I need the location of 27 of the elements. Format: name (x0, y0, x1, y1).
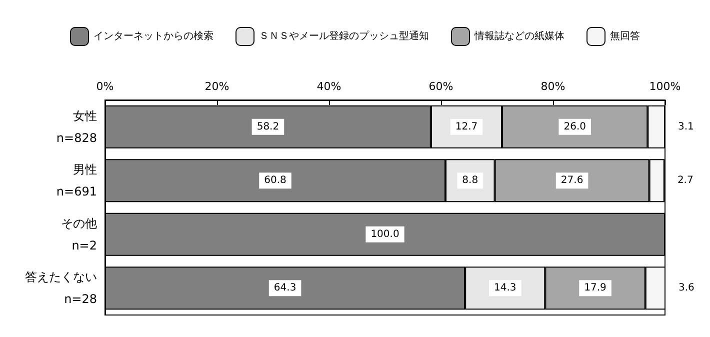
data-label: 8.8 (462, 175, 478, 186)
data-label: 17.9 (584, 282, 606, 294)
data-label: 60.8 (264, 175, 286, 186)
legend-label: 無回答 (610, 30, 640, 42)
legend-label: 情報誌などの紙媒体 (474, 30, 564, 42)
data-label: 27.6 (560, 175, 584, 186)
data-label: 14.3 (494, 282, 516, 294)
data-label: 12.7 (455, 121, 478, 132)
x-tick-label: 20% (204, 80, 230, 93)
data-label: 2.7 (677, 175, 694, 186)
x-tick-label: 80% (540, 80, 566, 93)
y-tick-label: その他 n=2 (61, 216, 97, 252)
data-label: 100.0 (370, 228, 400, 240)
legend-label: インターネットからの検索 (94, 30, 214, 42)
data-label: 58.2 (256, 121, 280, 132)
x-tick-label: 0% (96, 80, 114, 93)
y-tick-label: 答えたくない n=28 (25, 270, 97, 306)
legend-label: ＳＮＳやメール登録のプッシュ型通知 (259, 30, 429, 42)
data-label: 3.1 (678, 121, 694, 132)
x-tick-label: 40% (316, 80, 342, 93)
data-label: 64.3 (274, 282, 296, 294)
data-label: 26.0 (564, 121, 586, 132)
data-label: 3.6 (678, 282, 694, 294)
y-tick-label: 女性 n=828 (56, 108, 97, 145)
x-tick-label: 100% (649, 80, 681, 93)
y-tick-label: 男性 n=691 (56, 162, 97, 199)
x-tick-label: 60% (428, 80, 454, 93)
